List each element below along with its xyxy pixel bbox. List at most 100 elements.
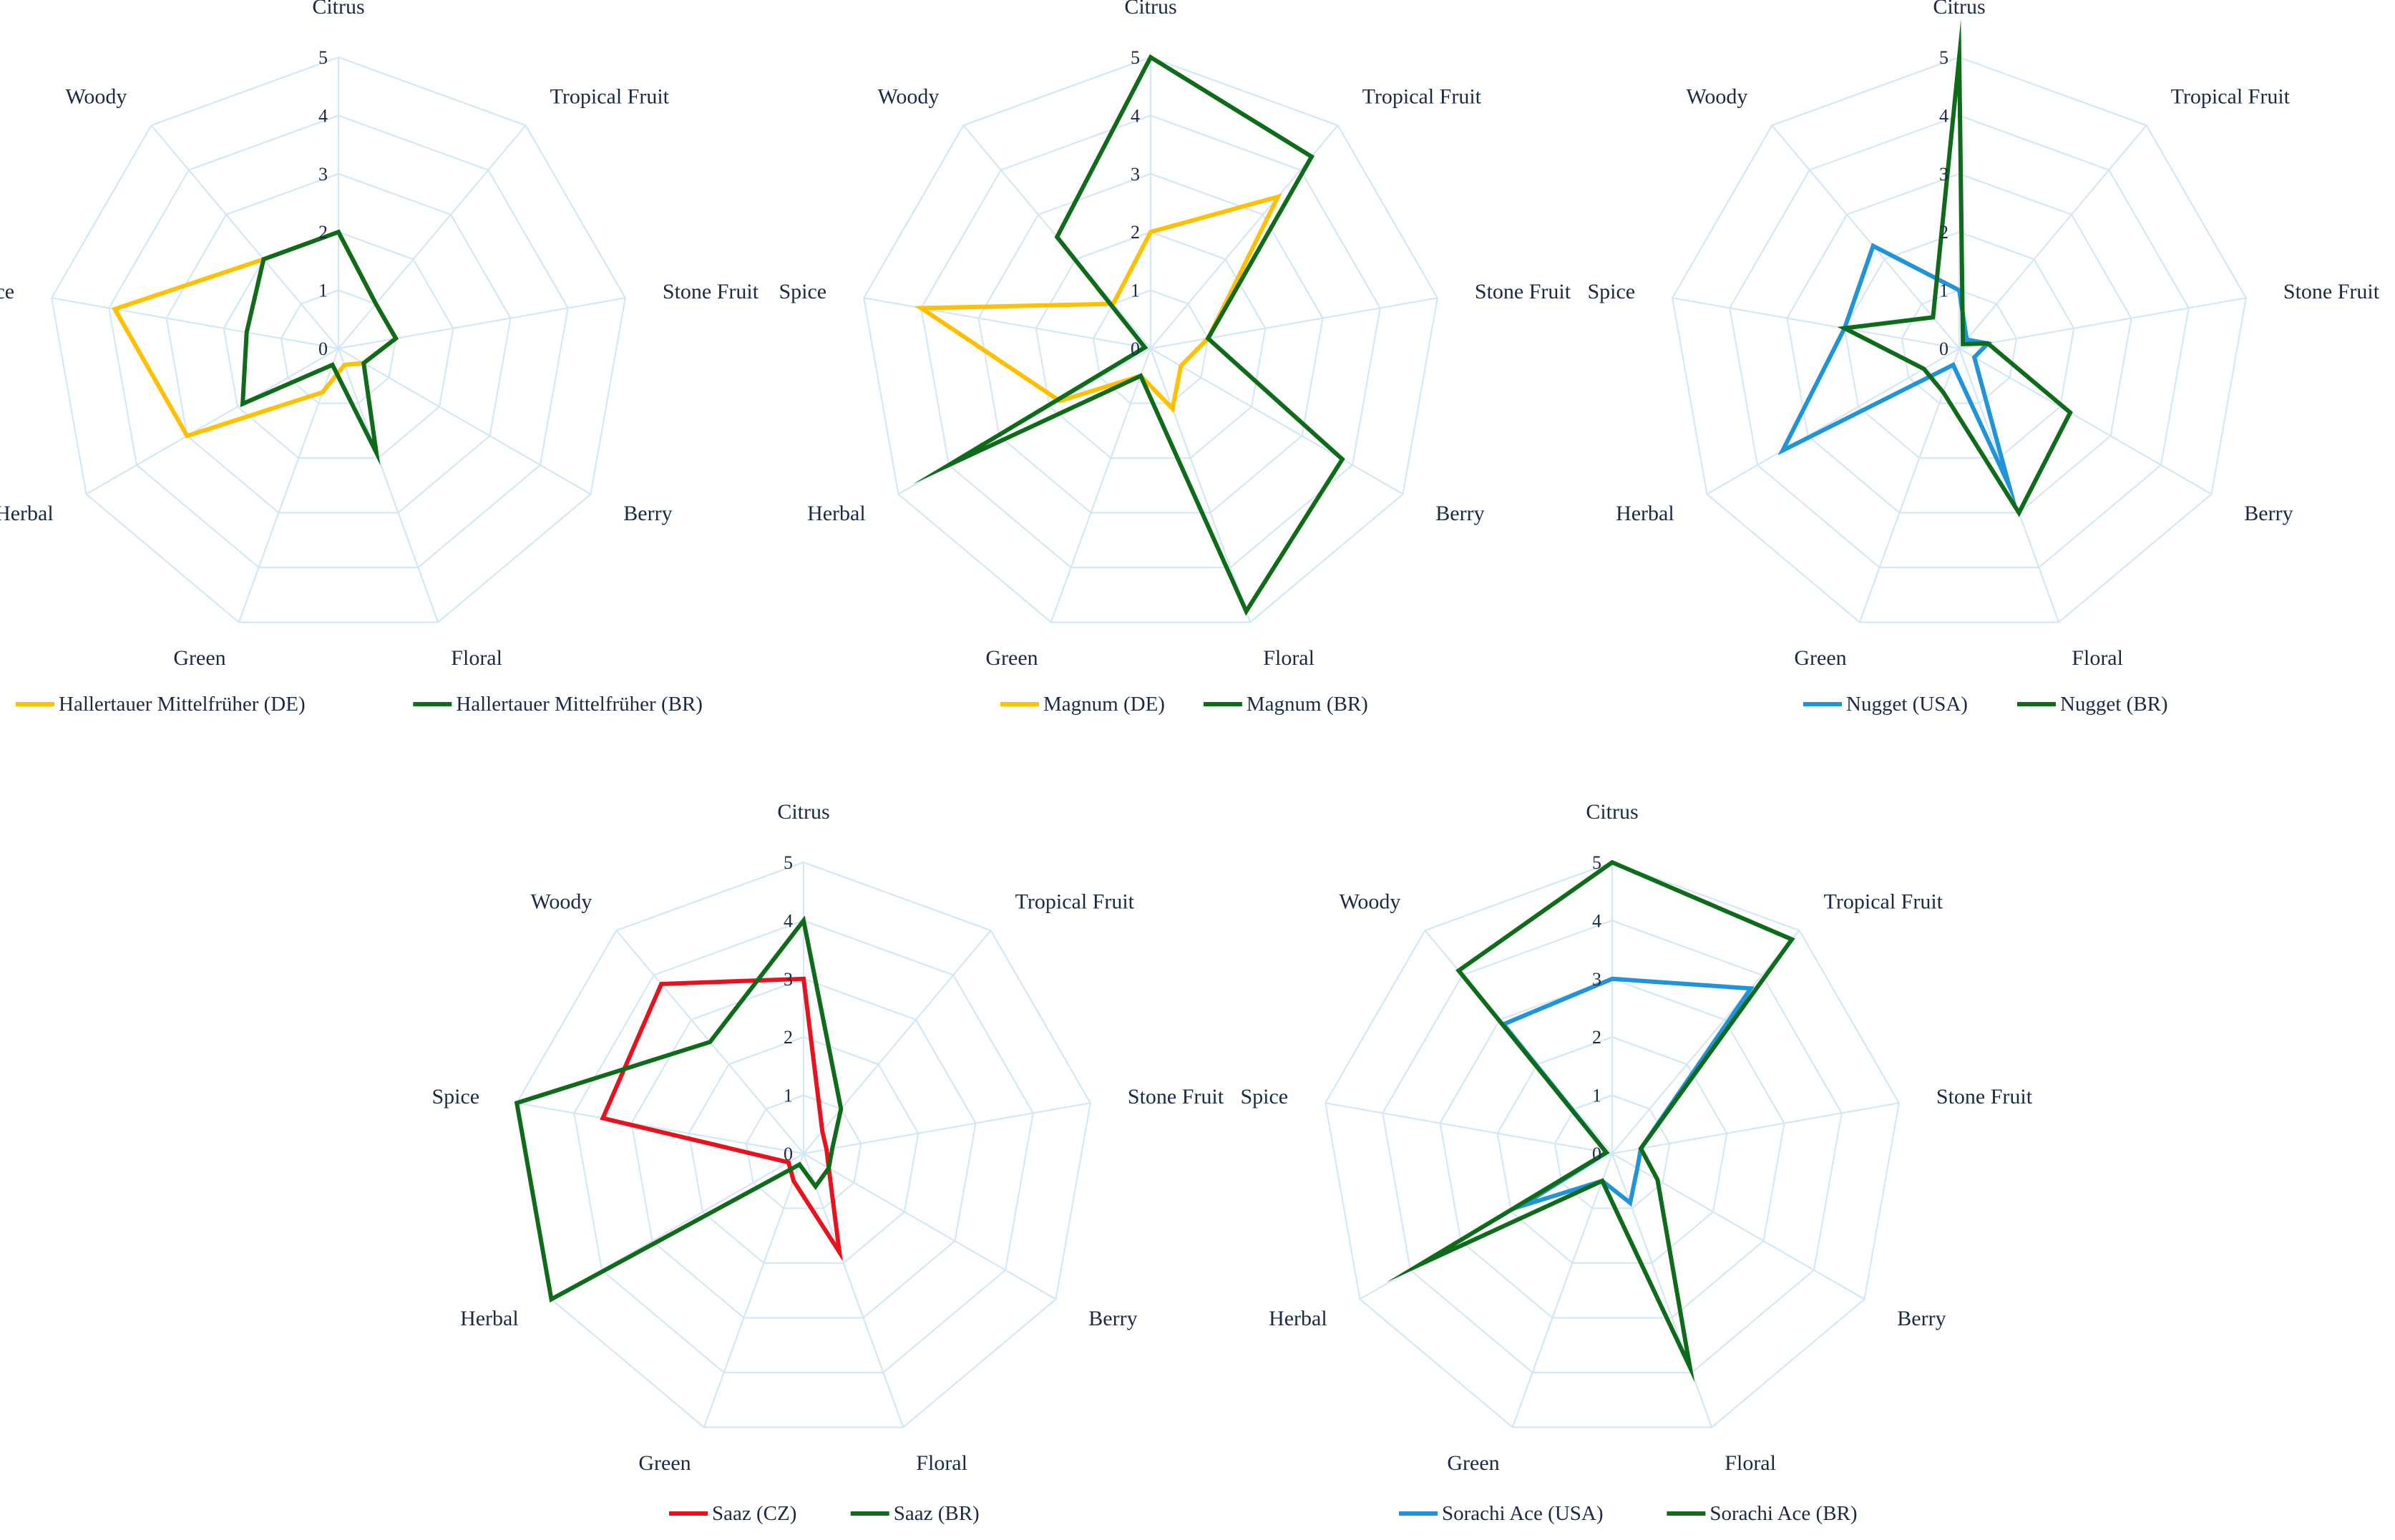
axis-label-berry: Berry	[1897, 1307, 1946, 1330]
axis-label-citrus: Citrus	[777, 800, 829, 824]
tick-label-4: 4	[1592, 910, 1601, 931]
series-nugget-usa	[1777, 243, 2018, 510]
grid-ring-4	[573, 920, 1034, 1374]
spoke-stone-fruit	[1611, 1102, 1899, 1155]
spoke-floral	[1149, 348, 1252, 623]
grid-ring-4	[1729, 114, 2190, 569]
axis-label-citrus: Citrus	[1586, 800, 1638, 824]
tick-label-0: 0	[784, 1144, 793, 1164]
axis-label-floral: Floral	[1725, 1451, 1776, 1475]
grid-ring-4	[920, 114, 1381, 569]
spoke-herbal	[1706, 348, 1960, 495]
axis-label-spice: Spice	[1240, 1085, 1288, 1108]
axis-label-woody: Woody	[1339, 890, 1400, 914]
series-sorachi-ace-br	[1386, 859, 1795, 1383]
tick-label-5: 5	[784, 852, 793, 873]
legend-label-saaz-cz: Saaz (CZ)	[712, 1502, 796, 1525]
series-saaz-br	[514, 915, 844, 1303]
legend-label-sorachi-ace-usa: Sorachi Ace (USA)	[1442, 1502, 1604, 1525]
axis-label-stone-fruit: Stone Fruit	[663, 280, 759, 303]
tick-label-3: 3	[1592, 969, 1601, 990]
tick-label-2: 2	[1939, 222, 1948, 243]
tick-label-1: 1	[784, 1086, 793, 1106]
axis-label-stone-fruit: Stone Fruit	[2283, 280, 2380, 303]
spoke-tropical-fruit	[338, 125, 527, 349]
axis-label-berry: Berry	[2244, 502, 2293, 525]
radar-chart-3: 0 1 2 3 4 5 Citrus Tropical Fruit Stone Fruit Ber…	[1587, 0, 2379, 716]
tick-label-1: 1	[1131, 281, 1140, 301]
tick-label-4: 4	[318, 105, 328, 126]
spoke-spice	[864, 297, 1151, 350]
tick-label-2: 2	[1131, 222, 1140, 243]
grid-ring-3	[1786, 172, 2132, 514]
axis-label-berry: Berry	[1088, 1307, 1137, 1330]
spoke-herbal	[85, 348, 339, 495]
axis-label-floral: Floral	[916, 1451, 967, 1475]
grid-ring-5	[1325, 861, 1900, 1428]
axis-label-berry: Berry	[623, 502, 672, 525]
tick-label-0: 0	[318, 338, 328, 359]
spoke-green	[703, 1153, 805, 1428]
axis-label-woody: Woody	[65, 85, 127, 109]
grid-ring-2	[1496, 1036, 1728, 1264]
grid-ring-4	[1382, 920, 1843, 1374]
spoke-spice	[52, 297, 339, 350]
legend: Magnum (DE) Magnum (BR)	[1000, 693, 1368, 716]
grid-ring-5	[1672, 56, 2247, 623]
axis-label-herbal: Herbal	[1616, 502, 1674, 525]
axis-label-stone-fruit: Stone Fruit	[1936, 1085, 2033, 1108]
series-hallertauer-mittelfr-her-br	[240, 229, 399, 466]
grid-ring-5	[516, 861, 1091, 1428]
legend-label-hallertauer-mittelfr-her-de: Hallertauer Mittelfrüher (DE)	[59, 693, 306, 716]
axis-label-herbal: Herbal	[0, 502, 54, 525]
tick-label-3: 3	[1131, 164, 1140, 185]
series-magnum-de	[914, 193, 1282, 414]
grid-ring-3	[977, 172, 1324, 514]
axis-label-spice: Spice	[779, 280, 826, 303]
spoke-green	[1858, 348, 1961, 623]
grid-ring-3	[1439, 978, 1785, 1319]
axis-label-stone-fruit: Stone Fruit	[1475, 280, 1571, 303]
axis-label-woody: Woody	[877, 85, 939, 109]
tick-label-2: 2	[318, 222, 328, 243]
axis-label-citrus: Citrus	[1933, 0, 1985, 19]
spoke-tropical-fruit	[1611, 930, 1800, 1154]
axis-label-green: Green	[638, 1451, 691, 1475]
axis-label-stone-fruit: Stone Fruit	[1128, 1085, 1224, 1108]
series-magnum-br	[912, 54, 1345, 616]
legend: Hallertauer Mittelfrüher (DE) Hallertauer…	[16, 693, 703, 716]
spoke-stone-fruit	[338, 297, 625, 350]
axis-label-tropical-fruit: Tropical Fruit	[1824, 890, 1943, 914]
spoke-berry	[803, 1153, 1057, 1300]
spoke-green	[1511, 1153, 1614, 1428]
legend: Sorachi Ace (USA) Sorachi Ace (BR)	[1399, 1502, 1858, 1525]
legend-label-sorachi-ace-br: Sorachi Ace (BR)	[1709, 1502, 1857, 1525]
series-saaz-cz	[600, 976, 843, 1262]
spoke-stone-fruit	[1959, 297, 2246, 350]
spoke-berry	[1959, 348, 2213, 495]
axis-label-green: Green	[173, 646, 225, 670]
tick-label-0: 0	[1131, 338, 1140, 359]
spoke-floral	[337, 348, 439, 623]
spoke-berry	[338, 348, 592, 495]
tick-label-5: 5	[318, 47, 328, 68]
grid-ring-2	[688, 1036, 920, 1264]
grid-ring-2	[1843, 231, 2075, 459]
axis-label-woody: Woody	[530, 890, 592, 914]
axis-label-spice: Spice	[0, 280, 14, 303]
legend-label-nugget-br: Nugget (BR)	[2060, 693, 2168, 716]
axis-label-woody: Woody	[1686, 85, 1747, 109]
axis-label-green: Green	[1447, 1451, 1499, 1475]
legend: Saaz (CZ) Saaz (BR)	[669, 1502, 980, 1525]
spoke-spice	[1325, 1102, 1613, 1155]
axis-label-tropical-fruit: Tropical Fruit	[1362, 85, 1482, 109]
tick-label-5: 5	[1131, 47, 1140, 68]
axis-label-tropical-fruit: Tropical Fruit	[1015, 890, 1135, 914]
radar-chart-1: 0 1 2 3 4 5 Citrus Tropical Fruit Stone Fruit Ber…	[0, 0, 759, 716]
tick-label-4: 4	[784, 910, 793, 931]
axis-label-floral: Floral	[451, 646, 502, 670]
series-sorachi-ace-usa	[1500, 976, 1755, 1213]
grid-ring-5	[51, 56, 626, 623]
axis-label-herbal: Herbal	[460, 1307, 519, 1330]
axis-label-citrus: Citrus	[312, 0, 364, 19]
